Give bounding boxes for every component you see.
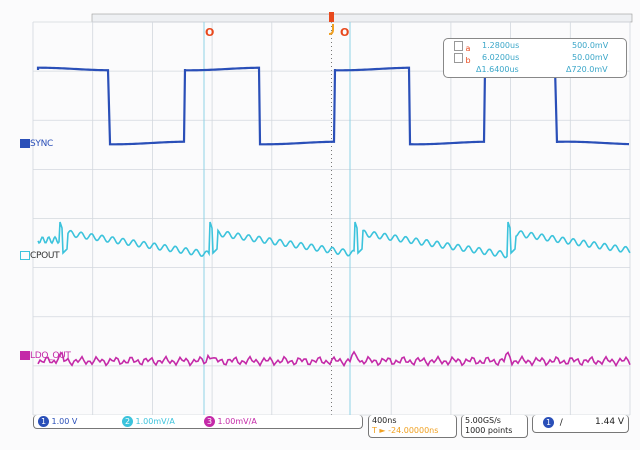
ch3-badge: 3 [204, 416, 215, 427]
checkbox-a[interactable] [454, 41, 463, 51]
record-view-bar[interactable] [91, 13, 633, 23]
cursor-a-tag: a [465, 44, 471, 53]
ldo-out-waveform [37, 350, 631, 368]
trigger-slope-icon: / [559, 418, 563, 428]
delta-value: Δ720.0mV [566, 65, 608, 74]
ch3-name: LDO_OUT [30, 351, 71, 361]
sync-waveform [36, 66, 630, 146]
ch3-label[interactable]: LDO_OUT [20, 351, 71, 361]
trigger-marker-icon [328, 24, 334, 35]
cursor-b-marker[interactable]: O [340, 26, 349, 39]
ch1-label[interactable]: SYNC [20, 139, 53, 149]
cursor-a-marker[interactable]: O [205, 26, 214, 39]
cursor-b-tag: b [465, 56, 471, 65]
cursor-a-time: 1.2800us [482, 41, 520, 50]
trigger-position: T ► -24.00000ns [372, 426, 439, 435]
cursor-readout: a 1.2800us 500.0mV b 6.0200us 50.00mV Δ1… [443, 38, 627, 78]
delta-time: Δ1.6400us [476, 65, 519, 74]
ch2-badge: 2 [122, 416, 133, 427]
ch1-scale-value: 1.00 V [51, 417, 78, 426]
trigger-position-icon[interactable] [329, 12, 334, 22]
graticule [32, 21, 631, 416]
ch1-name: SYNC [30, 139, 54, 149]
record-length: 1000 points [465, 426, 513, 435]
ch3-marker-icon [20, 351, 30, 360]
ch2-scale[interactable]: 2 1.00mV/A [122, 416, 175, 427]
ch2-scale-value: 1.00mV/A [135, 417, 175, 426]
checkbox-b[interactable] [454, 53, 463, 63]
ch3-scale-value: 1.00mV/A [217, 417, 257, 426]
ch2-name: CPOUT [30, 251, 60, 261]
timebase-panel[interactable]: 400ns T ► -24.00000ns [368, 415, 457, 438]
trigger-level: 1.44 V [595, 417, 625, 427]
ch2-label[interactable]: CPOUT [20, 251, 60, 261]
sample-rate: 5.00GS/s [465, 416, 501, 425]
ch1-marker-icon [20, 139, 30, 148]
cursor-a-row: a [454, 41, 470, 53]
cursor-b-time: 6.0200us [482, 53, 520, 62]
cursor-a-value: 500.0mV [572, 41, 609, 50]
channel-scale-bar: 1 1.00 V 2 1.00mV/A 3 1.00mV/A [33, 415, 363, 429]
ch1-badge: 1 [38, 416, 49, 427]
ch2-marker-icon [20, 251, 30, 260]
cpout-waveform [37, 221, 631, 259]
cursor-b-row: b [454, 53, 471, 65]
cursor-b-value: 50.00mV [572, 53, 609, 62]
trigger-channel-badge: 1 [543, 417, 554, 428]
timebase-value: 400ns [372, 416, 397, 425]
trigger-panel[interactable]: 1 / 1.44 V [532, 415, 629, 433]
ch1-scale[interactable]: 1 1.00 V [38, 416, 77, 427]
acquisition-panel[interactable]: 5.00GS/s 1000 points [461, 415, 528, 438]
ch3-scale[interactable]: 3 1.00mV/A [204, 416, 257, 427]
